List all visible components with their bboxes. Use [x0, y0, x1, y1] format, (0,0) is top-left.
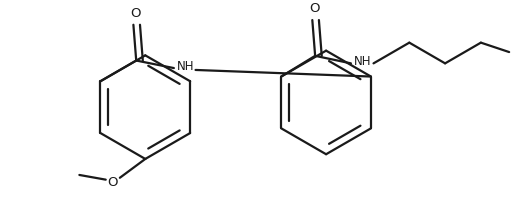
Text: O: O — [130, 7, 140, 20]
Text: NH: NH — [354, 55, 371, 68]
Text: O: O — [107, 176, 118, 189]
Text: NH: NH — [177, 60, 194, 73]
Text: O: O — [309, 2, 319, 15]
